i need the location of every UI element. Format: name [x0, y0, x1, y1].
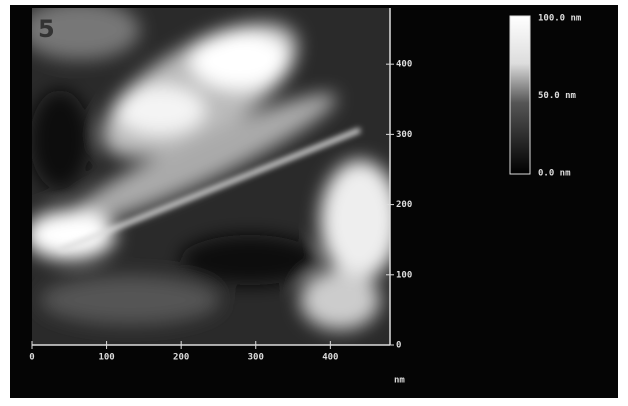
page: 5 nm 0 100 200 300 400 0 100 200 300 400 100.0 nm 5…	[0, 0, 628, 406]
x-tick-label: 0	[29, 353, 34, 363]
y-tick-label: 200	[396, 200, 412, 210]
y-tick-label: 400	[396, 60, 412, 70]
panel-label: 5	[38, 15, 55, 43]
colorbar	[510, 16, 530, 174]
x-tick-label: 300	[248, 353, 264, 363]
x-unit: nm	[394, 376, 405, 386]
y-tick-label: 0	[396, 341, 401, 351]
y-tick-label: 100	[396, 270, 412, 280]
colorbar-label: 100.0 nm	[538, 14, 582, 24]
x-tick-label: 400	[322, 353, 338, 363]
x-tick-label: 200	[173, 353, 189, 363]
afm-figure: 5 nm 0 100 200 300 400 0 100 200 300 400 100.0 nm 5…	[0, 0, 628, 406]
colorbar-label: 0.0 nm	[538, 169, 571, 179]
y-tick-label: 300	[396, 130, 412, 140]
colorbar-label: 50.0 nm	[538, 91, 577, 101]
afm-image	[20, 0, 400, 345]
x-tick-label: 100	[98, 353, 114, 363]
